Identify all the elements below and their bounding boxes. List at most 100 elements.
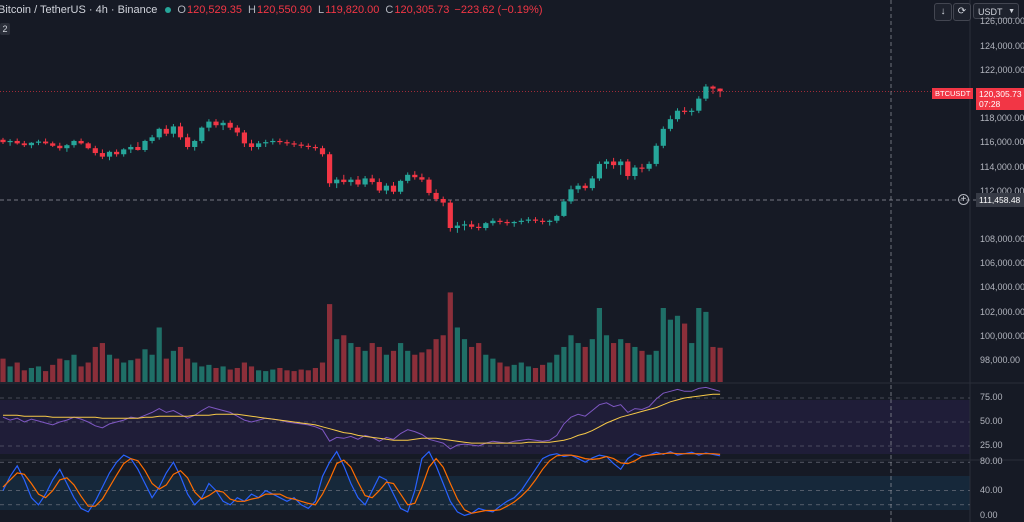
volume-bar (57, 358, 63, 382)
stoch-d-line (2, 452, 721, 514)
volume-bar (149, 354, 155, 382)
candle-body (483, 223, 489, 228)
volume-bar (35, 366, 42, 382)
candle-body (14, 140, 20, 144)
candle-body (43, 141, 49, 144)
price-tick-label: 126,000.00 (980, 16, 1024, 27)
volume-bar (703, 311, 709, 382)
candle-body (0, 139, 6, 143)
volume-bar (426, 349, 432, 382)
price-tick-label: 98,000.00 (980, 355, 1021, 365)
volume-bar (561, 346, 567, 382)
candle-body (412, 174, 418, 178)
rsi-ma-line (3, 393, 721, 444)
arrow-down-icon[interactable]: ↓ (934, 3, 952, 21)
currency-value: USDT (978, 7, 1003, 17)
candle-body (199, 127, 205, 141)
volume-bar (128, 360, 134, 382)
candle-body (390, 185, 397, 192)
price-tick-label: 118,000.00 (980, 113, 1024, 124)
volume-bar (241, 362, 247, 382)
volume-bar (21, 370, 27, 382)
volume-bar (291, 371, 297, 382)
price-tick-label: 116,000.00 (980, 137, 1024, 148)
indicator-count-badge[interactable]: 2 (0, 23, 10, 35)
candle-body (114, 151, 120, 155)
volume-bar (177, 346, 184, 382)
volume-bar (589, 339, 595, 382)
candle-body (447, 202, 453, 228)
candle-body (618, 161, 624, 166)
candle-body (469, 224, 475, 227)
volume-bar (433, 339, 439, 382)
candle-body (227, 122, 233, 128)
candle-body (540, 220, 546, 222)
volume-bar (14, 362, 20, 382)
price-tick-label: 112,000.00 (980, 185, 1024, 196)
candle-body (327, 154, 333, 184)
price-tick-label: 114,000.00 (980, 161, 1024, 172)
volume-bar (85, 362, 91, 382)
candle-body (497, 220, 503, 222)
candle-body (561, 201, 567, 216)
candle-body (78, 140, 84, 144)
candle-body (7, 140, 13, 143)
candle-body (710, 86, 716, 89)
currency-select[interactable]: USDT ▼ (973, 3, 1019, 19)
volume-bar (362, 350, 368, 382)
candle-body (206, 121, 212, 128)
candle-body (632, 167, 638, 177)
candle-body (454, 225, 460, 228)
price-tick-label: 124,000.00 (980, 40, 1024, 51)
volume-bar (390, 350, 397, 382)
volume-bar (405, 350, 411, 382)
candle-body (596, 163, 602, 179)
volume-bar (142, 349, 148, 382)
volume-bar (227, 369, 233, 382)
candle-body (177, 126, 184, 138)
volume-bar (270, 369, 276, 382)
volume-bar (639, 350, 645, 382)
volume-bar (518, 362, 524, 382)
candle-body (589, 178, 595, 189)
rsi-band (0, 400, 970, 454)
candle-body (64, 145, 70, 149)
candle-body (682, 110, 688, 112)
volume-bar (582, 346, 588, 382)
open-label: O (177, 4, 186, 16)
candle-body (92, 148, 98, 154)
candle-body (291, 143, 297, 145)
symbol-title[interactable]: Bitcoin / TetherUS · 4h · Binance (0, 4, 158, 16)
candle-body (319, 148, 326, 155)
candle-body (28, 142, 34, 146)
volume-bar (547, 362, 553, 382)
volume-bar (696, 307, 702, 382)
candle-body (220, 122, 226, 126)
volume-bar (398, 343, 404, 382)
candle-body (234, 127, 240, 133)
candle-body (611, 161, 617, 166)
candle-body (312, 146, 318, 149)
volume-bar (319, 362, 326, 382)
fullscreen-icon[interactable]: ⟳ (953, 3, 971, 21)
volume-bar (646, 354, 652, 382)
candle-body (554, 215, 560, 221)
plus-icon[interactable]: + (958, 194, 969, 205)
candle-body (376, 182, 382, 191)
candle-body (50, 143, 56, 146)
volume-bar (575, 343, 581, 382)
candle-body (305, 145, 311, 147)
volume-bar (341, 335, 347, 382)
candle-body (128, 146, 134, 150)
volume-bar (490, 358, 496, 382)
volume-bar (596, 307, 602, 382)
candle-body (667, 119, 673, 129)
candle-body (461, 224, 468, 226)
volume-bar (92, 346, 98, 382)
volume-bar (327, 304, 333, 382)
volume-bar (185, 358, 191, 382)
candle-body (511, 221, 517, 224)
candle-body (568, 189, 574, 202)
volume-bar (213, 367, 219, 382)
